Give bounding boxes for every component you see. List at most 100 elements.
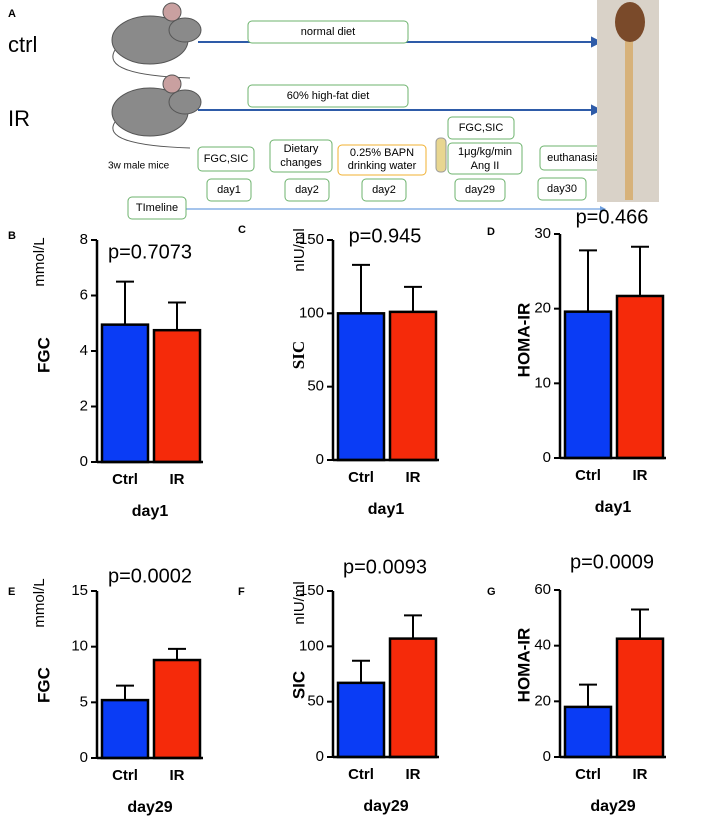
x-tick-label: IR (633, 467, 648, 484)
day-label: day2 (372, 184, 396, 196)
photo-heart (615, 2, 645, 42)
y-axis-label: SIC (289, 671, 308, 699)
x-axis-label: day29 (590, 798, 635, 815)
y-tick-label: 0 (80, 749, 88, 766)
p-value: p=0.0093 (343, 556, 427, 578)
bar (336, 681, 386, 759)
bar (100, 698, 150, 760)
panel-letter: A (8, 8, 16, 20)
x-axis-label: day1 (132, 503, 169, 520)
y-axis-label: FGC (34, 667, 53, 703)
unit-label: nIU/ml (291, 228, 308, 271)
day-label: day29 (465, 184, 495, 196)
x-axis-label: day1 (368, 501, 405, 518)
y-tick-label: 0 (543, 748, 551, 765)
y-tick-label: 100 (299, 637, 324, 654)
y-tick-label: 15 (71, 582, 88, 599)
timeline-label: TImeline (136, 202, 178, 214)
group-label: IR (8, 106, 30, 131)
x-tick-label: IR (406, 766, 421, 783)
x-tick-label: Ctrl (348, 469, 374, 486)
y-tick-label: 100 (299, 304, 324, 321)
step-label: Ang II (471, 160, 500, 172)
step-label: drinking water (348, 160, 417, 172)
y-tick-label: 60 (534, 581, 551, 598)
y-axis-label: FGC (34, 337, 53, 373)
y-tick-label: 20 (534, 300, 551, 317)
bar (388, 637, 438, 759)
x-tick-label: IR (633, 766, 648, 783)
diet-label: normal diet (301, 26, 355, 38)
x-axis-label: day1 (595, 499, 632, 516)
x-axis-label: day29 (363, 798, 408, 815)
y-tick-label: 50 (307, 693, 324, 710)
timeline-arrowhead (600, 206, 606, 212)
pump-icon (435, 137, 447, 173)
unit-label: nIU/ml (291, 581, 308, 624)
group-label: ctrl (8, 32, 37, 57)
day-label: day30 (547, 183, 577, 195)
y-tick-label: 30 (534, 225, 551, 242)
p-value: p=0.0009 (570, 551, 654, 573)
mouse-icon (111, 2, 202, 149)
diet-box (247, 84, 409, 108)
step-box (197, 146, 255, 172)
x-tick-label: IR (406, 469, 421, 486)
step-box (337, 144, 427, 176)
step-label: 1μg/kg/min (458, 146, 512, 158)
unit-label: mmol/L (31, 237, 48, 286)
y-tick-label: 150 (299, 582, 324, 599)
p-value: p=0.466 (576, 206, 649, 228)
day-boxes: day1 day2 day2 day29 day30 (206, 177, 587, 202)
y-tick-label: 10 (534, 374, 551, 391)
y-tick-label: 6 (80, 286, 88, 303)
x-axis-label: day29 (127, 799, 172, 816)
timeline-box (127, 196, 187, 220)
day-box (284, 178, 330, 202)
x-tick-label: Ctrl (348, 766, 374, 783)
y-axis-label: HOMA-IR (514, 628, 533, 703)
y-axis-label: HOMA-IR (514, 303, 533, 378)
step-box (447, 142, 523, 175)
y-tick-label: 0 (316, 451, 324, 468)
panel-letter: B (8, 230, 16, 242)
x-tick-label: IR (170, 471, 185, 488)
bar (388, 310, 438, 462)
panel-letter: E (8, 586, 15, 598)
y-tick-label: 50 (307, 378, 324, 395)
panel-letter: D (487, 226, 495, 238)
y-tick-label: 150 (299, 231, 324, 248)
panel-letter: C (238, 224, 246, 236)
day-label: day2 (295, 184, 319, 196)
bar (615, 294, 665, 460)
x-tick-label: Ctrl (575, 467, 601, 484)
diet-box (247, 20, 409, 44)
y-tick-label: 5 (80, 693, 88, 710)
day-label: day1 (217, 184, 241, 196)
day-box (537, 177, 587, 201)
x-tick-label: Ctrl (112, 471, 138, 488)
photo-aorta (625, 40, 633, 200)
y-tick-label: 10 (71, 638, 88, 655)
y-tick-label: 4 (80, 342, 88, 359)
step-label: Dietary (284, 143, 319, 155)
bar (100, 323, 150, 464)
x-tick-label: IR (170, 767, 185, 784)
x-tick-label: Ctrl (575, 766, 601, 783)
x-tick-label: Ctrl (112, 767, 138, 784)
panel-a: A ctrl IR normal diet 60% high-fat diet … (8, 0, 659, 220)
day-box (206, 178, 252, 202)
y-tick-label: 0 (316, 748, 324, 765)
bar (615, 637, 665, 759)
step-label: FGC,SIC (459, 122, 504, 134)
p-value: p=0.0002 (108, 565, 192, 587)
diet-label: 60% high-fat diet (287, 90, 370, 102)
y-tick-label: 40 (534, 637, 551, 654)
p-value: p=0.7073 (108, 241, 192, 263)
step-label: FGC,SIC (204, 153, 249, 165)
step-box (447, 116, 515, 140)
panel-letter: G (487, 586, 496, 598)
step-label: euthanasia (547, 152, 602, 164)
